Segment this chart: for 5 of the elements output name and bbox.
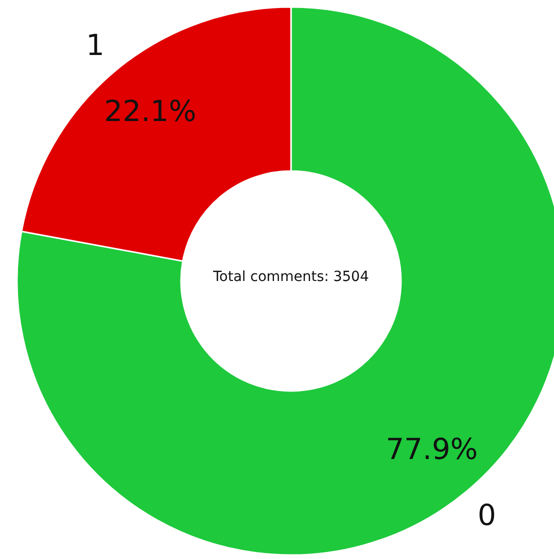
slice-label: 1: [86, 28, 104, 62]
slice-label: 0: [478, 498, 496, 532]
data-label: 22.1%: [104, 94, 196, 128]
data-label: 77.9%: [386, 432, 478, 466]
text: Total comments: 3504: [212, 269, 369, 285]
